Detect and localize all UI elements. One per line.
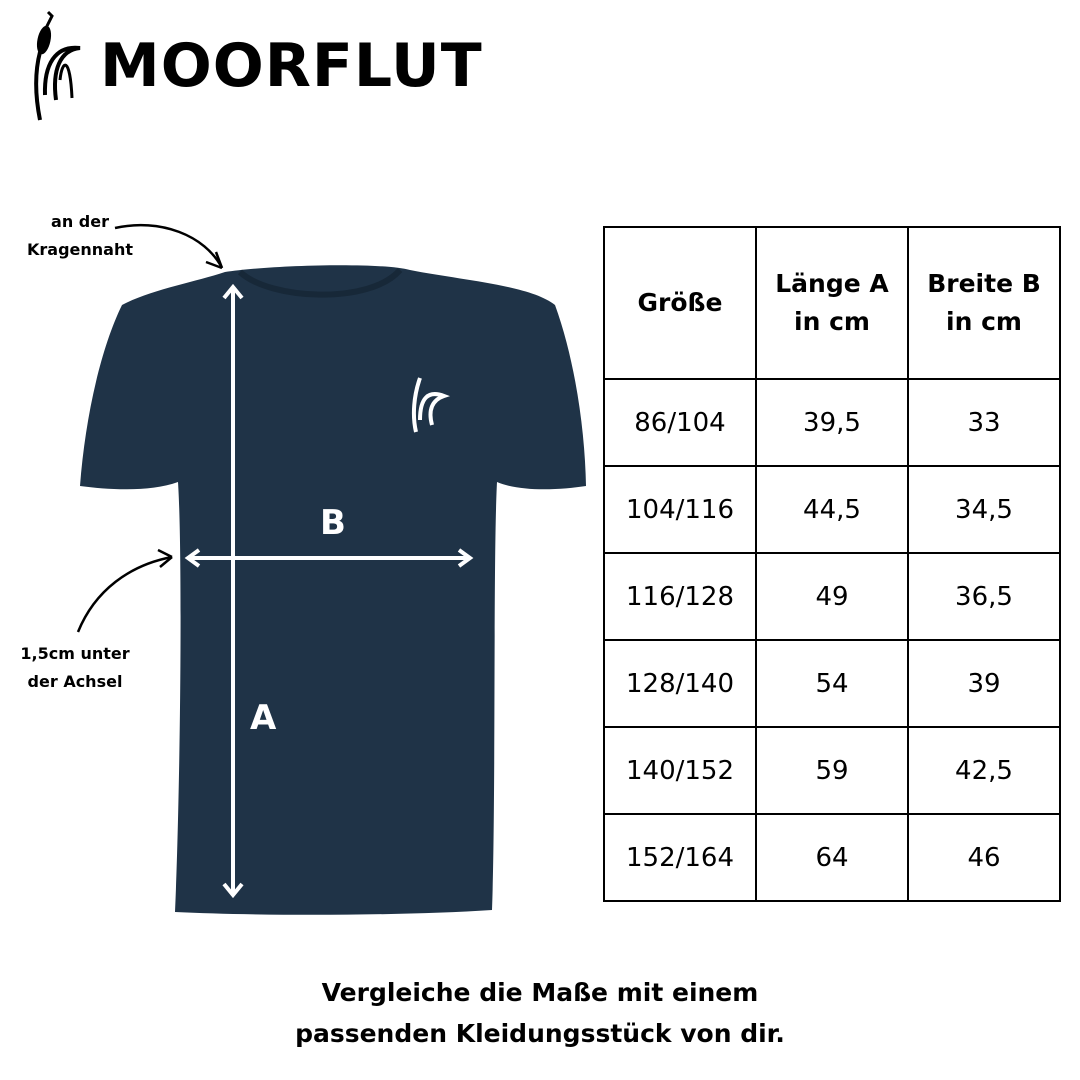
- collar: [237, 267, 403, 298]
- armpit-note-line: 1,5cm unter: [20, 644, 130, 663]
- table-cell: 59: [755, 726, 909, 815]
- table-cell: 152/164: [603, 813, 757, 902]
- footer-note: Vergleiche die Maße mit einem passenden …: [0, 972, 1080, 1054]
- table-cell: 64: [755, 813, 909, 902]
- t-shirt-image: [80, 265, 586, 915]
- label-b: B: [320, 503, 346, 543]
- table-cell: 54: [755, 639, 909, 728]
- collar-note-line: Kragennaht: [26, 240, 133, 259]
- table-cell: 39: [907, 639, 1061, 728]
- armpit-note: 1,5cm unter der Achsel: [5, 640, 145, 696]
- table-row: 104/116 44,5 34,5: [603, 465, 1061, 554]
- table-cell: 46: [907, 813, 1061, 902]
- table-cell: 42,5: [907, 726, 1061, 815]
- collar-note-line: an der: [51, 212, 109, 231]
- table-row: 116/128 49 36,5: [603, 552, 1061, 641]
- chest-logo-icon: [411, 377, 450, 433]
- table-row: 86/104 39,5 33: [603, 378, 1061, 467]
- table-cell: 39,5: [755, 378, 909, 467]
- table-row: 152/164 64 46: [603, 813, 1061, 902]
- table-cell: 33: [907, 378, 1061, 467]
- table-cell: 49: [755, 552, 909, 641]
- header-cell: Größe: [603, 226, 757, 380]
- table-row: 128/140 54 39: [603, 639, 1061, 728]
- collar-note: an der Kragennaht: [20, 208, 140, 264]
- cattail-reed-icon: [34, 10, 81, 121]
- footer-line: Vergleiche die Maße mit einem: [321, 978, 759, 1007]
- table-cell: 128/140: [603, 639, 757, 728]
- measure-arrows: [184, 283, 474, 899]
- table-cell: 34,5: [907, 465, 1061, 554]
- brand-name: MOORFLUT: [100, 31, 483, 101]
- armpit-note-line: der Achsel: [27, 672, 123, 691]
- table-cell: 104/116: [603, 465, 757, 554]
- table-cell: 36,5: [907, 552, 1061, 641]
- pointer-arrows: [76, 223, 224, 633]
- table-row: 140/152 59 42,5: [603, 726, 1061, 815]
- collar-pointer-arrow: [114, 223, 224, 269]
- table-cell: 116/128: [603, 552, 757, 641]
- table-cell: 86/104: [603, 378, 757, 467]
- label-a: A: [250, 698, 277, 738]
- table-cell: 44,5: [755, 465, 909, 554]
- armpit-pointer-arrow: [76, 555, 173, 633]
- table-cell: 140/152: [603, 726, 757, 815]
- footer-line: passenden Kleidungsstück von dir.: [295, 1019, 785, 1048]
